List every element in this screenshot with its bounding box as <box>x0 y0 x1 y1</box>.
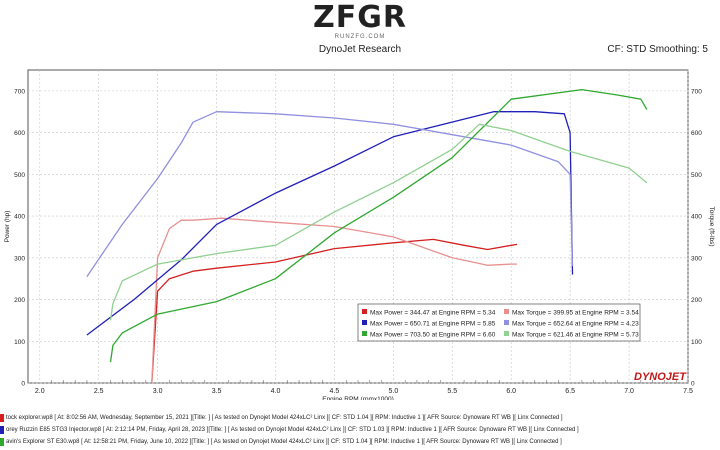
legend-power-text: Max Power = 650.71 at Engine RPM = 5.85 <box>370 321 496 328</box>
legend-power-text: Max Power = 703.50 at Engine RPM = 6.60 <box>370 332 496 339</box>
x-tick-label: 2.0 <box>35 388 45 395</box>
series-line-torque-green_light <box>109 123 648 321</box>
series-line-torque-red_light <box>151 217 518 384</box>
y-tick-label-left: 400 <box>14 214 25 221</box>
y-axis-label-right: Torque (ft-lbs) <box>708 206 715 246</box>
series-line-torque-blue_light <box>86 111 574 277</box>
legend-torque-text: Max Torque = 621.46 at Engine RPM = 5.73 <box>512 332 639 339</box>
series-line-power-blue <box>86 111 574 336</box>
series-line-power-red <box>151 238 518 384</box>
header-title: DynoJet Research <box>318 44 402 55</box>
y-tick-label-right: 100 <box>691 339 702 346</box>
y-tick-label-right: 300 <box>691 255 702 262</box>
x-tick-label: 2.5 <box>94 388 104 395</box>
y-tick-label-right: 200 <box>691 297 702 304</box>
dynojet-brand-mark: DYNOJET <box>634 371 687 383</box>
header-settings: CF: STD Smoothing: 5 <box>607 44 708 55</box>
dyno-chart: 2.0 2.5 3.0 3.5 4.0 4.5 5.0 5.5 6.0 6.5 7.0 7.50 010… <box>4 69 715 400</box>
y-tick-label-left: 300 <box>14 255 25 262</box>
run-file-row[interactable]: orey Ruzzin E85 STG3 Injector.wp8 [ At: … <box>0 424 720 436</box>
run-color-swatch <box>0 414 4 422</box>
x-tick-label: 5.0 <box>388 388 398 395</box>
x-tick-label: 3.0 <box>153 388 163 395</box>
y-tick-label-left: 600 <box>14 130 25 137</box>
run-file-list: tock explorer.wp8 [ At: 8:02:56 AM, Wedn… <box>0 412 720 448</box>
run-file-text: orey Ruzzin E85 STG3 Injector.wp8 [ At: … <box>6 427 579 433</box>
legend-torque-text: Max Torque = 399.95 at Engine RPM = 3.54 <box>512 310 639 317</box>
y-tick-label-right: 500 <box>691 172 702 179</box>
legend-swatch <box>362 309 367 314</box>
legend-power-text: Max Power = 344.47 at Engine RPM = 5.34 <box>370 310 496 317</box>
y-tick-label-left: 200 <box>14 297 25 304</box>
legend-swatch <box>362 331 367 336</box>
run-file-text: tock explorer.wp8 [ At: 8:02:56 AM, Wedn… <box>6 415 563 421</box>
run-file-row[interactable]: tock explorer.wp8 [ At: 8:02:56 AM, Wedn… <box>0 412 720 424</box>
x-axis-label: Engine RPM (rpmx1000) <box>322 396 394 400</box>
y-tick-label-left: 700 <box>14 88 25 95</box>
y-tick-label-right: 700 <box>691 88 702 95</box>
run-file-text: avin's Explorer ST E30.wp8 [ At: 12:58:2… <box>6 439 562 445</box>
run-file-row[interactable]: avin's Explorer ST E30.wp8 [ At: 12:58:2… <box>0 436 720 448</box>
x-tick-label: 7.0 <box>624 388 634 395</box>
y-tick-label-left: 500 <box>14 172 25 179</box>
y-axis-label-left: Power (hp) <box>4 211 11 243</box>
x-tick-label: 7.5 <box>683 388 693 395</box>
run-color-swatch <box>0 426 4 434</box>
x-tick-label: 3.5 <box>212 388 222 395</box>
series-line-power-green <box>109 88 648 363</box>
y-tick-label-left: 0 <box>21 381 25 388</box>
x-tick-label: 4.0 <box>271 388 281 395</box>
x-tick-label: 6.0 <box>506 388 516 395</box>
brand-logo: ZFGR RUNZFG.COM <box>0 2 720 41</box>
logo-text: ZFGR <box>313 0 407 35</box>
legend-torque-text: Max Torque = 652.64 at Engine RPM = 4.23 <box>512 321 639 328</box>
legend-swatch <box>504 331 509 336</box>
legend-box <box>357 303 641 342</box>
x-tick-label: 5.5 <box>447 388 457 395</box>
y-tick-label-right: 400 <box>691 214 702 221</box>
run-color-swatch <box>0 438 4 446</box>
y-tick-label-left: 100 <box>14 339 25 346</box>
x-tick-label: 6.5 <box>565 388 575 395</box>
legend-swatch <box>504 320 509 325</box>
y-tick-label-right: 0 <box>691 381 695 388</box>
x-tick-label: 4.5 <box>330 388 340 395</box>
legend-swatch <box>362 320 367 325</box>
y-tick-label-right: 600 <box>691 130 702 137</box>
logo-subtext: RUNZFG.COM <box>334 34 386 40</box>
legend-swatch <box>504 309 509 314</box>
